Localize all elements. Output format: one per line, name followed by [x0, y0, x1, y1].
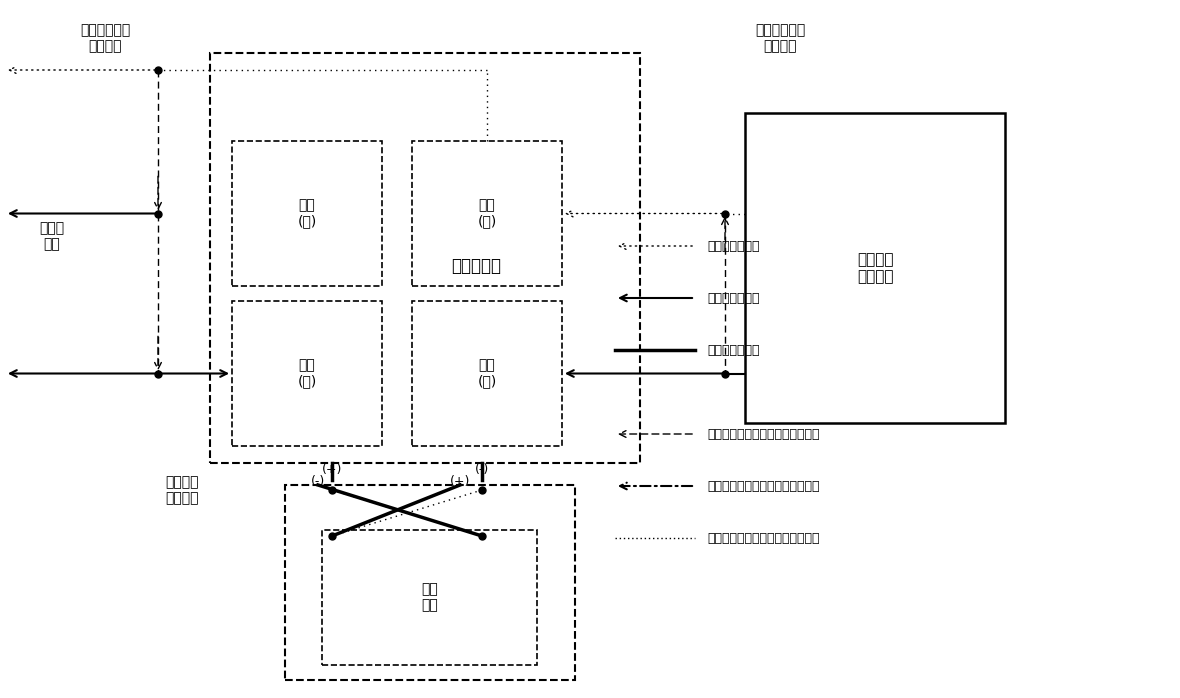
Text: 空气气体流动
变化机构: 空气气体流动 变化机构 — [755, 23, 805, 53]
Text: 阳极
(进): 阳极 (进) — [478, 358, 497, 389]
Text: 高压电缆连接图: 高压电缆连接图 — [707, 343, 760, 357]
Bar — [210, 53, 640, 463]
Text: (+): (+) — [322, 463, 342, 477]
Text: 阴极
(进): 阴极 (进) — [478, 198, 497, 229]
Text: 饱和空气的流动: 饱和空气的流动 — [707, 239, 760, 253]
Text: （在极替换之后）饱和氢气的流动: （在极替换之后）饱和氢气的流动 — [707, 480, 819, 493]
Bar — [232, 301, 382, 446]
Text: (-): (-) — [474, 463, 490, 477]
Text: 电池
负载: 电池 负载 — [421, 582, 438, 613]
Text: 排出至
大气: 排出至 大气 — [39, 221, 65, 251]
Text: 反应气体
供应装置: 反应气体 供应装置 — [857, 252, 893, 284]
Bar — [286, 485, 575, 680]
Text: (+): (+) — [450, 475, 470, 487]
Text: 阳极
(出): 阳极 (出) — [297, 358, 316, 389]
Text: 阴极
(出): 阴极 (出) — [297, 198, 316, 229]
Bar — [322, 530, 537, 665]
Text: （在极替换之后）饱和空气的流动: （在极替换之后）饱和空气的流动 — [707, 427, 819, 440]
Text: 燃料电池堆: 燃料电池堆 — [452, 257, 502, 275]
Text: （在极替换之后）高压电缆连接图: （在极替换之后）高压电缆连接图 — [707, 531, 819, 544]
Bar — [232, 141, 382, 286]
Text: (-): (-) — [310, 475, 326, 487]
Bar — [412, 301, 562, 446]
Text: 空气气体流动
变化机构: 空气气体流动 变化机构 — [80, 23, 130, 53]
Text: 饱和氢气的流动: 饱和氢气的流动 — [707, 292, 760, 304]
Bar — [412, 141, 562, 286]
Bar — [745, 113, 1005, 423]
Text: 电流流动
变化机构: 电流流动 变化机构 — [165, 475, 198, 505]
